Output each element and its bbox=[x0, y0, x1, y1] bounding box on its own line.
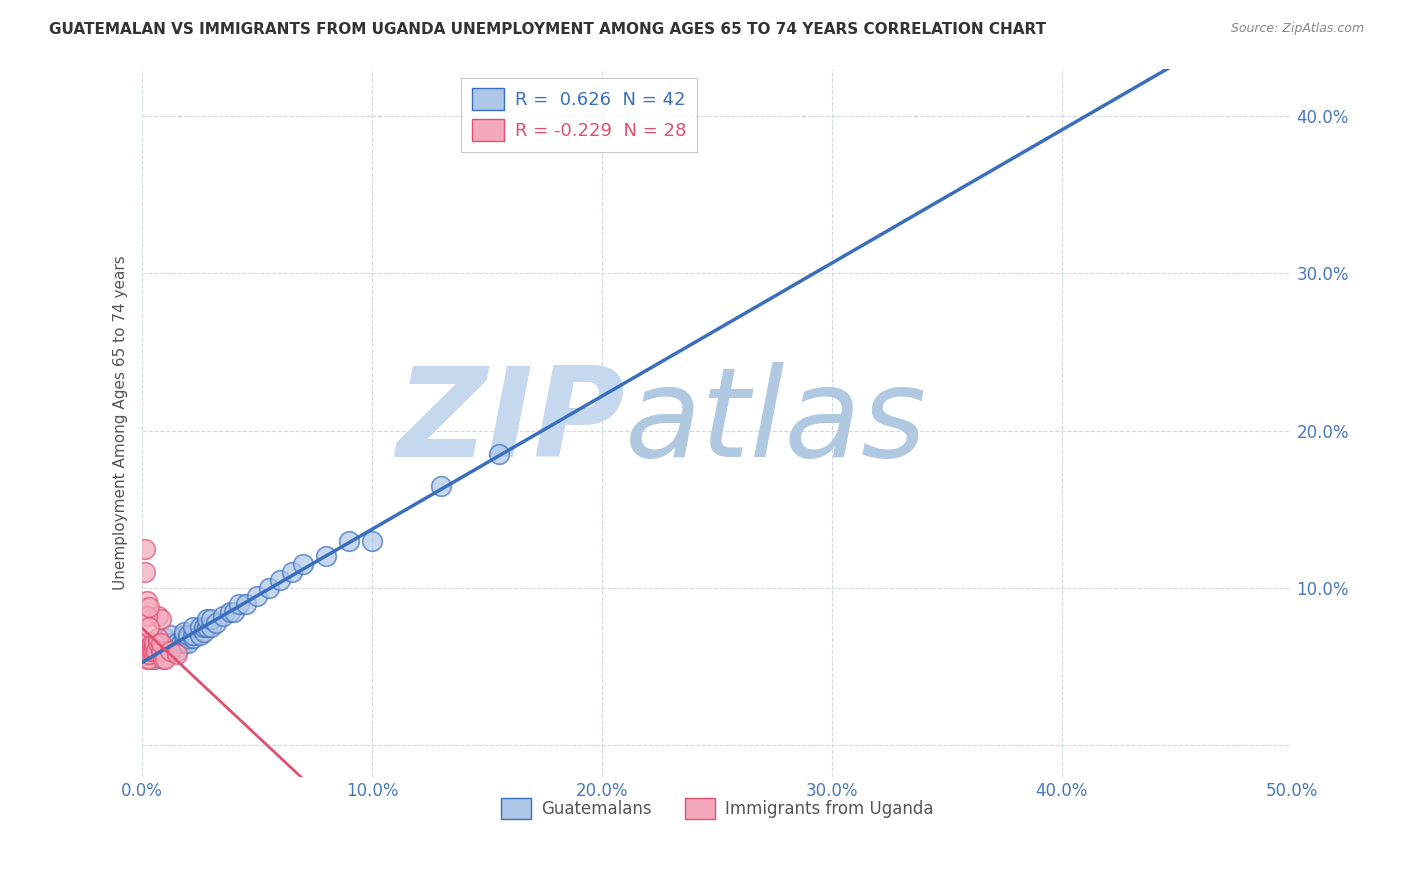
Point bbox=[211, 609, 233, 624]
Point bbox=[173, 636, 195, 650]
Point bbox=[177, 636, 200, 650]
Point bbox=[195, 612, 218, 626]
Point bbox=[159, 644, 181, 658]
Point bbox=[138, 644, 160, 658]
Point bbox=[138, 652, 160, 666]
Point bbox=[134, 640, 156, 655]
Text: GUATEMALAN VS IMMIGRANTS FROM UGANDA UNEMPLOYMENT AMONG AGES 65 TO 74 YEARS CORR: GUATEMALAN VS IMMIGRANTS FROM UGANDA UNE… bbox=[49, 22, 1046, 37]
Point bbox=[181, 632, 204, 646]
Point bbox=[138, 640, 160, 655]
Point bbox=[142, 652, 165, 666]
Point bbox=[148, 636, 170, 650]
Point bbox=[292, 558, 315, 572]
Point bbox=[315, 549, 337, 564]
Text: ZIP: ZIP bbox=[396, 362, 624, 483]
Point bbox=[177, 628, 200, 642]
Point bbox=[170, 636, 193, 650]
Point bbox=[200, 612, 222, 626]
Point bbox=[145, 644, 167, 658]
Text: Source: ZipAtlas.com: Source: ZipAtlas.com bbox=[1230, 22, 1364, 36]
Point bbox=[135, 593, 157, 607]
Point bbox=[224, 605, 246, 619]
Point bbox=[166, 647, 188, 661]
Point bbox=[337, 533, 360, 548]
Point bbox=[200, 620, 222, 634]
Point bbox=[269, 573, 291, 587]
Point bbox=[280, 566, 302, 580]
Point bbox=[488, 447, 510, 461]
Point bbox=[135, 640, 157, 655]
Point bbox=[193, 625, 215, 640]
Point bbox=[181, 628, 204, 642]
Point bbox=[149, 636, 172, 650]
Point bbox=[193, 620, 215, 634]
Text: atlas: atlas bbox=[624, 362, 927, 483]
Point bbox=[152, 652, 174, 666]
Point bbox=[430, 478, 453, 492]
Point bbox=[246, 589, 269, 603]
Point bbox=[142, 636, 165, 650]
Point bbox=[257, 581, 280, 595]
Point bbox=[134, 644, 156, 658]
Point bbox=[173, 625, 195, 640]
Point bbox=[141, 644, 163, 658]
Point bbox=[141, 640, 163, 655]
Point bbox=[218, 605, 240, 619]
Point bbox=[135, 647, 157, 661]
Point bbox=[135, 636, 157, 650]
Point bbox=[195, 620, 218, 634]
Point bbox=[166, 636, 188, 650]
Point bbox=[138, 599, 160, 614]
Point bbox=[138, 647, 160, 661]
Point bbox=[361, 533, 384, 548]
Point bbox=[149, 644, 172, 658]
Point bbox=[134, 566, 156, 580]
Point bbox=[149, 612, 172, 626]
Point bbox=[155, 632, 177, 646]
Point bbox=[134, 636, 156, 650]
Point bbox=[166, 644, 188, 658]
Point bbox=[155, 636, 177, 650]
Point bbox=[148, 632, 170, 646]
Point bbox=[181, 620, 204, 634]
Point bbox=[188, 628, 211, 642]
Point bbox=[177, 632, 200, 646]
Point bbox=[141, 636, 163, 650]
Point bbox=[135, 644, 157, 658]
Point bbox=[159, 628, 181, 642]
Point bbox=[188, 620, 211, 634]
Point bbox=[205, 615, 228, 630]
Point bbox=[148, 609, 170, 624]
Point bbox=[135, 609, 157, 624]
Point bbox=[149, 644, 172, 658]
Point bbox=[142, 640, 165, 655]
Point bbox=[135, 652, 157, 666]
Point bbox=[228, 597, 250, 611]
Point bbox=[159, 636, 181, 650]
Y-axis label: Unemployment Among Ages 65 to 74 years: Unemployment Among Ages 65 to 74 years bbox=[114, 255, 128, 591]
Point bbox=[173, 628, 195, 642]
Point bbox=[155, 652, 177, 666]
Legend: Guatemalans, Immigrants from Uganda: Guatemalans, Immigrants from Uganda bbox=[494, 791, 939, 825]
Point bbox=[138, 620, 160, 634]
Point bbox=[235, 597, 257, 611]
Point bbox=[134, 541, 156, 556]
